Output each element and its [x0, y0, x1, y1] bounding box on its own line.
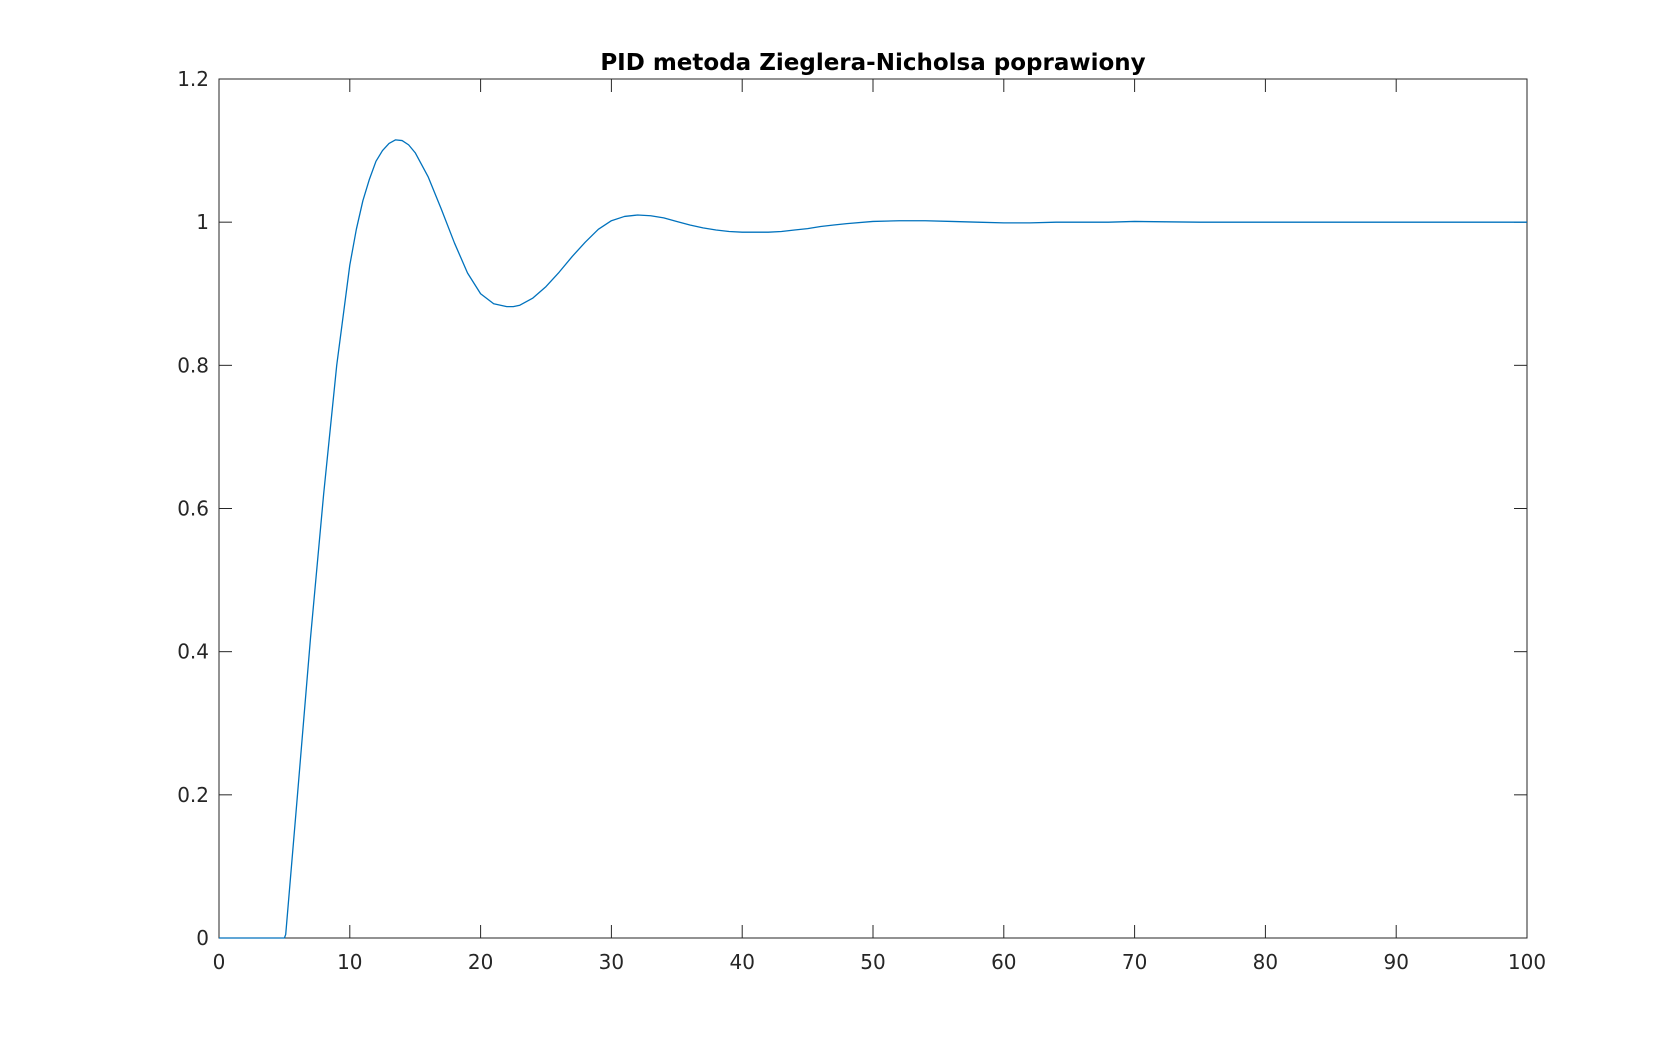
x-tick-label: 40 [729, 950, 754, 974]
x-tick-label: 70 [1122, 950, 1147, 974]
x-tick-label: 100 [1508, 950, 1546, 974]
y-tick-label: 0.6 [177, 497, 209, 521]
x-tick-label: 10 [337, 950, 362, 974]
y-tick-label: 1 [196, 210, 209, 234]
x-tick-label: 30 [599, 950, 624, 974]
x-tick-label: 50 [860, 950, 885, 974]
x-tick-label: 90 [1383, 950, 1408, 974]
x-tick-label: 20 [468, 950, 493, 974]
x-tick-label: 0 [213, 950, 226, 974]
chart-title: PID metoda Zieglera-Nicholsa poprawiony [600, 50, 1145, 76]
y-tick-label: 0 [196, 926, 209, 950]
plot-area: 0 10 20 30 40 50 60 70 80 90 100 0 0.2 0.4 0.6 0.8 1 1.2 [177, 67, 1546, 974]
x-tick-label: 80 [1253, 950, 1278, 974]
y-tick-label: 0.4 [177, 640, 209, 664]
x-tick-label: 60 [991, 950, 1016, 974]
y-tick-label: 1.2 [177, 67, 209, 91]
y-tick-label: 0.2 [177, 783, 209, 807]
y-tick-label: 0.8 [177, 353, 209, 377]
series-line [219, 139, 1527, 939]
